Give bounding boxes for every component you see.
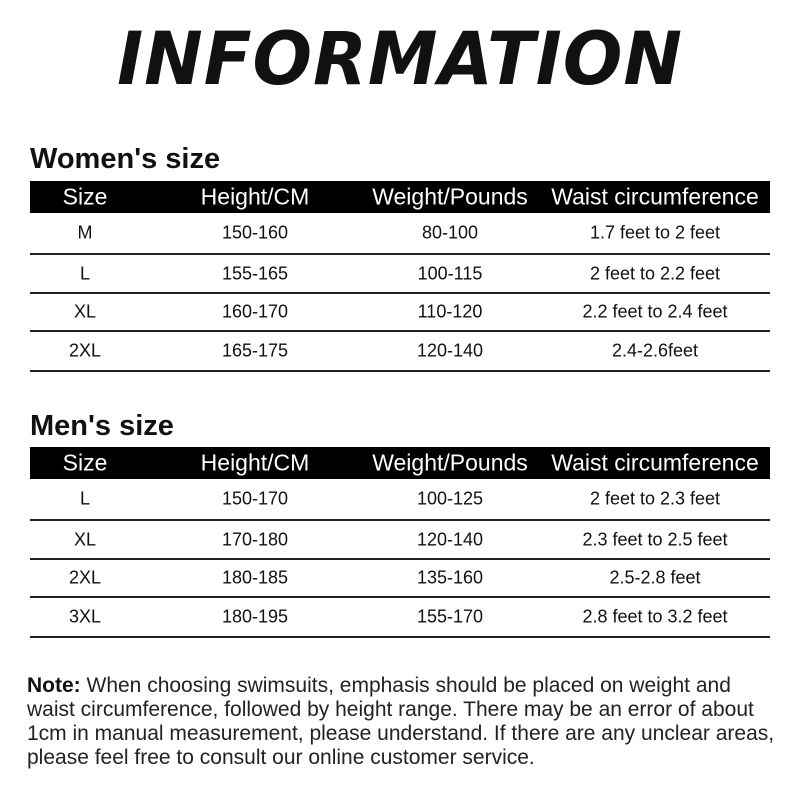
table-header: Size Height/CM Weight/Pounds Waist circumfe… [30, 447, 770, 479]
table-cell: M [77, 222, 93, 243]
table-cell: 155-165 [221, 263, 289, 283]
table-row: L 155-165 100-115 2 feet to 2.2 feet [30, 255, 770, 294]
table-cell: 3XL [68, 606, 102, 627]
table-cell: 100-125 [416, 488, 484, 509]
table-cell: 155-170 [416, 606, 484, 627]
table-cell: 120-140 [416, 529, 484, 549]
table-cell: 150-170 [221, 488, 289, 509]
table-cell: 160-170 [221, 301, 289, 322]
table-row: 2XL 180-185 135-160 2.5-2.8 feet [30, 560, 770, 598]
table-row: XL 160-170 110-120 2.2 feet to 2.4 feet [30, 294, 770, 332]
table-cell: 2 feet to 2.2 feet [589, 263, 721, 283]
table-row: 3XL 180-195 155-170 2.8 feet to 3.2 feet [30, 598, 770, 638]
table-cell: 150-160 [221, 222, 289, 243]
note-label: Note: [27, 674, 81, 697]
table-row: L 150-170 100-125 2 feet to 2.3 feet [30, 479, 770, 521]
table-cell: 2.3 feet to 2.5 feet [582, 529, 728, 549]
table-cell: 80-100 [421, 222, 479, 243]
page-title: INFORMATION [117, 15, 683, 103]
note: Note: When choosing swimsuits, emphasis … [27, 674, 777, 770]
table-row: M 150-160 80-100 1.7 feet to 2 feet [30, 213, 770, 255]
table-cell: 1.7 feet to 2 feet [589, 222, 721, 243]
note-text: When choosing swimsuits, emphasis should… [27, 674, 775, 769]
table-cell: 2.2 feet to 2.4 feet [582, 301, 728, 322]
table-cell: 2XL [68, 340, 102, 361]
table-cell: XL [73, 529, 97, 549]
column-header: Height/CM [200, 183, 310, 210]
table-cell: 2XL [68, 567, 102, 588]
table-cell: 100-115 [417, 263, 483, 283]
table-cell: 120-140 [416, 340, 484, 361]
column-header: Size [62, 449, 108, 476]
table-header: Size Height/CM Weight/Pounds Waist circumfe… [30, 181, 770, 213]
table-row: XL 170-180 120-140 2.3 feet to 2.5 feet [30, 521, 770, 560]
column-header: Waist circumference [551, 183, 759, 210]
women-size-table: Size Height/CM Weight/Pounds Waist circumfe… [30, 181, 770, 372]
table-cell: L [79, 488, 91, 509]
table-cell: 2.4-2.6feet [611, 340, 699, 361]
column-header: Weight/Pounds [372, 449, 528, 476]
table-cell: 2.8 feet to 3.2 feet [582, 606, 728, 627]
table-cell: 2 feet to 2.3 feet [589, 488, 721, 509]
table-cell: 110-120 [417, 301, 483, 322]
column-header: Height/CM [200, 449, 310, 476]
table-cell: XL [73, 301, 97, 322]
table-cell: 165-175 [221, 340, 289, 361]
men-size-heading: Men's size [30, 410, 174, 442]
column-header: Waist circumference [551, 449, 759, 476]
table-cell: 170-180 [221, 529, 289, 549]
table-row: 2XL 165-175 120-140 2.4-2.6feet [30, 332, 770, 372]
table-cell: 2.5-2.8 feet [609, 567, 701, 588]
men-size-table: Size Height/CM Weight/Pounds Waist circumfe… [30, 447, 770, 638]
table-cell: 135-160 [416, 567, 484, 588]
column-header: Size [62, 183, 108, 210]
women-size-heading: Women's size [30, 143, 221, 175]
table-cell: 180-185 [221, 567, 289, 588]
table-cell: 180-195 [221, 606, 289, 627]
table-cell: L [79, 263, 91, 283]
column-header: Weight/Pounds [372, 183, 528, 210]
